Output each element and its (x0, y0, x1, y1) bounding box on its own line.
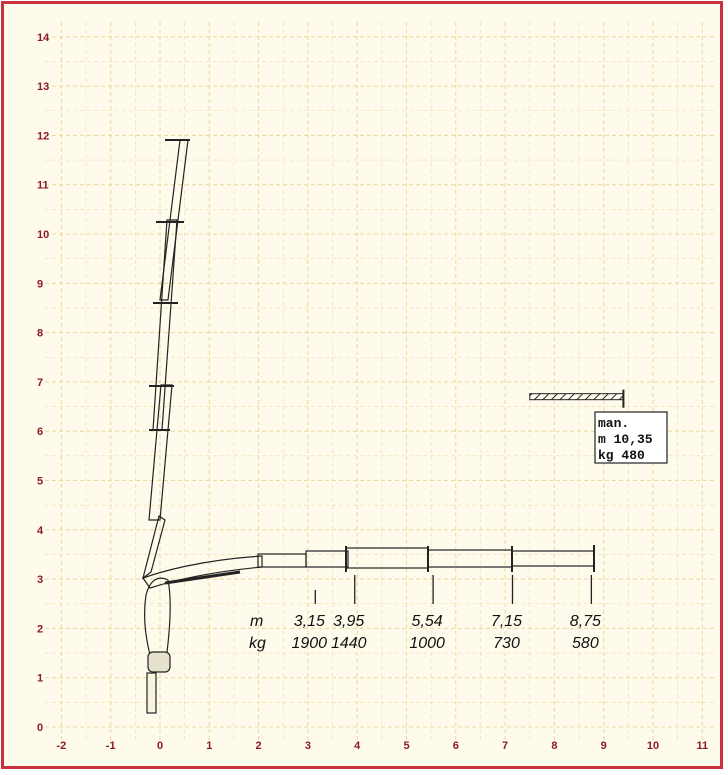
horizontal-boom-section-2 (305, 550, 349, 568)
horizontal-boom-section-1 (257, 553, 307, 568)
y-tick-label: 1 (37, 673, 43, 685)
y-tick-label: 0 (37, 722, 43, 734)
y-tick-label: 5 (37, 476, 43, 488)
load-row-label: kg (249, 635, 266, 652)
manual-extension-reach: m 10,35 (598, 432, 653, 447)
horizontal-boom-section-4 (427, 549, 513, 568)
load-point-reach: 8,75 (570, 613, 601, 630)
load-point-capacity: 580 (572, 635, 599, 652)
y-tick-label: 7 (37, 377, 43, 389)
y-tick-label: 8 (37, 328, 43, 340)
x-tick-label: 10 (647, 740, 659, 752)
vertical-boom-section-3 (152, 219, 178, 431)
x-tick-label: 2 (256, 740, 262, 752)
y-tick-label: 11 (37, 180, 49, 192)
x-tick-label: 4 (354, 740, 361, 752)
y-tick-label: 9 (37, 278, 43, 290)
y-tick-label: 6 (37, 426, 43, 438)
manual-extension-label: man. (598, 416, 629, 431)
y-tick-label: 10 (37, 229, 49, 241)
manual-extension-label-box (594, 411, 668, 464)
y-tick-label: 2 (37, 623, 43, 635)
crane-slewing (147, 651, 171, 673)
x-tick-label: 9 (601, 740, 607, 752)
x-tick-label: 8 (551, 740, 557, 752)
load-point-capacity: 1000 (409, 635, 445, 652)
horizontal-boom-section-5 (511, 550, 595, 567)
y-tick-label: 13 (37, 81, 49, 93)
y-tick-label: 4 (37, 525, 44, 537)
x-tick-label: 0 (157, 740, 163, 752)
x-tick-label: 6 (453, 740, 459, 752)
x-tick-label: 5 (403, 740, 409, 752)
main-arm (142, 555, 263, 589)
load-point-capacity: 1900 (291, 635, 327, 652)
load-point-reach: 5,54 (412, 613, 443, 630)
manual-extension-bar (529, 393, 624, 401)
load-point-capacity: 730 (493, 635, 520, 652)
reach-row-label: m (250, 613, 263, 630)
x-tick-label: -2 (57, 740, 67, 752)
x-tick-label: 7 (502, 740, 508, 752)
crane-column (144, 577, 171, 661)
y-tick-label: 3 (37, 574, 43, 586)
x-tick-label: 3 (305, 740, 311, 752)
grid (45, 22, 715, 740)
horizontal-boom-section-3 (345, 547, 429, 569)
manual-extension-load: kg 480 (598, 448, 645, 463)
crane-illustration (141, 139, 595, 714)
x-tick-label: 11 (696, 740, 708, 752)
load-markers: m kg 3,15 1900 3,95 1440 5,54 1000 7,15 730 8,75 58… (249, 575, 601, 652)
load-point-reach: 3,15 (294, 613, 325, 630)
x-tick-label: -1 (106, 740, 116, 752)
main-arm-cylinder (164, 570, 241, 585)
y-tick-label: 12 (37, 130, 49, 142)
load-point-reach: 7,15 (491, 613, 522, 630)
load-point-capacity: 1440 (331, 635, 367, 652)
x-tick-label: 1 (206, 740, 212, 752)
vertical-boom-section-1 (141, 515, 166, 580)
x-tick-labels: -2 -1 0 1 2 3 4 5 6 7 8 9 10 11 (57, 740, 709, 752)
manual-extension: man. m 10,35 kg 480 (529, 389, 668, 464)
crane-base (146, 672, 157, 714)
y-tick-label: 14 (37, 32, 50, 44)
load-point-reach: 3,95 (333, 613, 364, 630)
